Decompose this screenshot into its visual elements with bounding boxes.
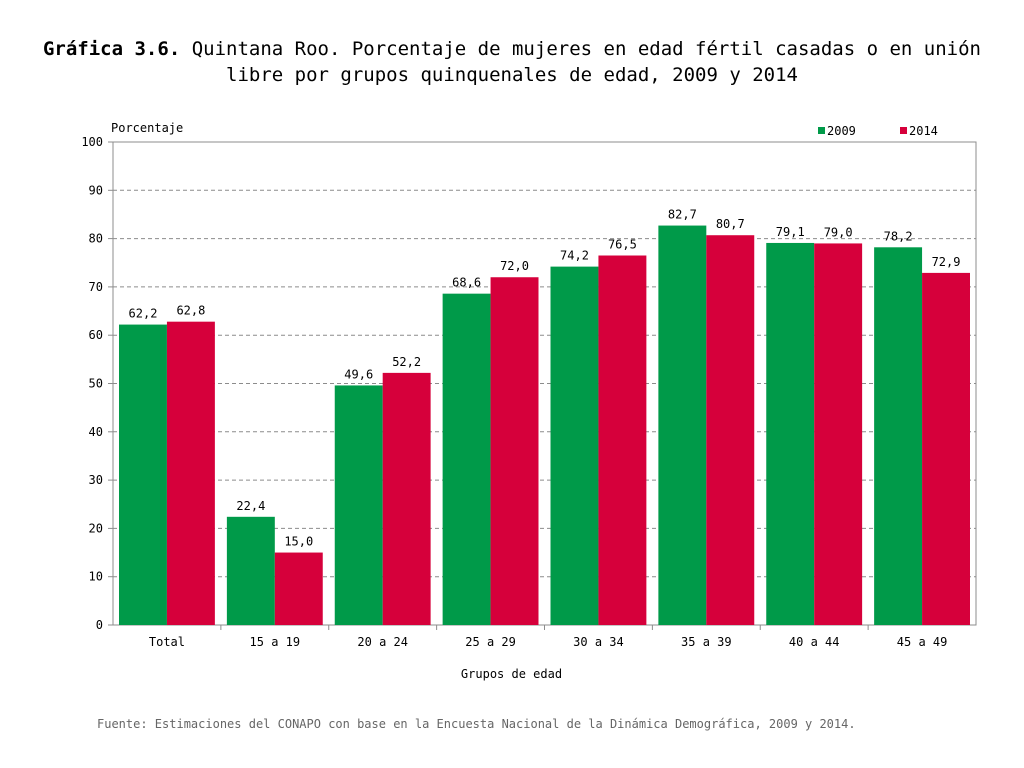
bar-chart: 0 10 20 30 40 50 60 70 80 90 100 Porcentaje 62,2 62,8… — [81, 121, 977, 681]
legend-swatch-2009 — [818, 127, 825, 134]
bar-2014 — [706, 235, 755, 625]
bar-2009 — [658, 225, 707, 625]
data-label-2009: 68,6 — [452, 276, 481, 290]
x-tick-label: 40 a 44 — [789, 635, 840, 649]
chart-title-text: Quintana Roo. Porcentaje de mujeres en e… — [180, 38, 981, 86]
chart-title: Gráfica 3.6. Quintana Roo. Porcentaje de… — [40, 36, 984, 88]
x-tick-label: 35 a 39 — [681, 635, 732, 649]
bar-2009 — [874, 247, 923, 625]
x-tick-label: 15 a 19 — [250, 635, 301, 649]
bar-2014 — [490, 277, 539, 625]
data-label-2014: 62,8 — [176, 304, 205, 318]
data-label-2009: 79,1 — [776, 225, 805, 239]
data-label-2014: 15,0 — [284, 535, 313, 549]
legend-label-2009: 2009 — [827, 124, 856, 138]
data-label-2014: 76,5 — [608, 238, 637, 252]
bar-2014 — [598, 255, 647, 625]
legend-swatch-2014 — [900, 127, 907, 134]
bar-2014 — [814, 243, 863, 625]
data-label-2009: 82,7 — [668, 208, 697, 222]
bar-2009 — [550, 266, 599, 625]
y-tick-label: 90 — [89, 183, 103, 197]
y-tick-label: 100 — [81, 135, 103, 149]
bar-2014 — [922, 272, 970, 625]
data-label-2009: 22,4 — [236, 499, 265, 513]
y-tick-label: 80 — [89, 232, 103, 246]
y-tick-label: 70 — [89, 280, 103, 294]
data-label-2014: 80,7 — [716, 217, 745, 231]
data-label-2009: 62,2 — [129, 307, 158, 321]
bar-2014 — [382, 372, 431, 625]
data-label-2014: 52,2 — [392, 355, 421, 369]
data-label-2009: 78,2 — [884, 229, 913, 243]
bar-2009 — [226, 516, 275, 625]
x-tick-label: 20 a 24 — [357, 635, 408, 649]
bar-2009 — [119, 324, 167, 625]
data-label-2014: 72,9 — [932, 255, 961, 269]
bar-2009 — [766, 242, 815, 625]
bar-2009 — [334, 385, 383, 625]
y-tick-label: 10 — [89, 570, 103, 584]
data-label-2009: 74,2 — [560, 249, 589, 263]
y-tick-label: 30 — [89, 473, 103, 487]
bar-2014 — [166, 321, 215, 625]
bar-2014 — [274, 552, 323, 625]
data-label-2009: 49,6 — [344, 367, 373, 381]
bar-2009 — [442, 293, 491, 625]
x-tick-label: Total — [149, 635, 185, 649]
y-tick-label: 60 — [89, 328, 103, 342]
y-tick-label: 20 — [89, 521, 103, 535]
source-note: Fuente: Estimaciones del CONAPO con base… — [97, 717, 856, 731]
y-tick-label: 0 — [96, 618, 103, 632]
x-tick-label: 30 a 34 — [573, 635, 624, 649]
data-label-2014: 79,0 — [824, 225, 853, 239]
x-axis-label: Grupos de edad — [461, 667, 562, 681]
chart-title-prefix: Gráfica 3.6. — [42, 38, 181, 60]
y-tick-label: 40 — [89, 425, 103, 439]
legend-label-2014: 2014 — [909, 124, 938, 138]
x-tick-label: 25 a 29 — [465, 635, 516, 649]
y-axis-label: Porcentaje — [111, 121, 183, 135]
y-tick-label: 50 — [89, 377, 103, 391]
data-label-2014: 72,0 — [500, 259, 529, 273]
x-tick-label: 45 a 49 — [897, 635, 948, 649]
